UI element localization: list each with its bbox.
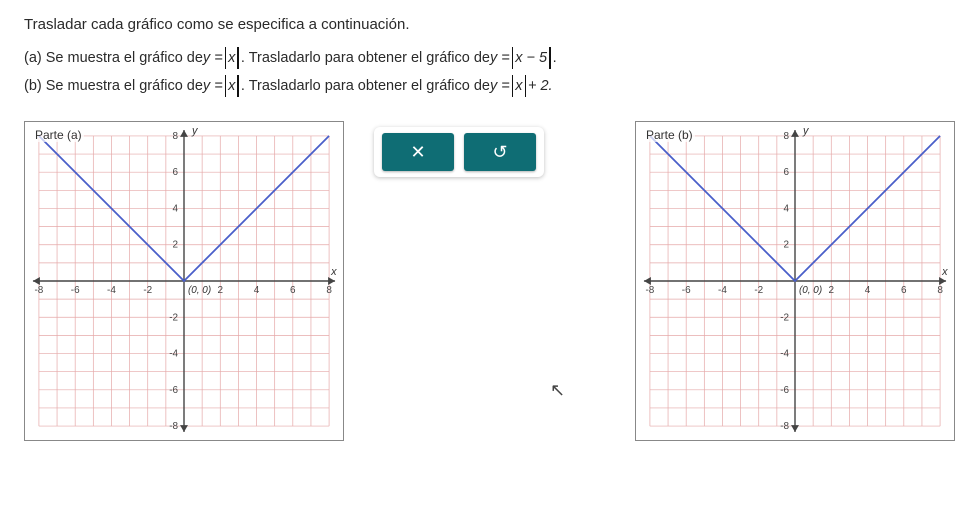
svg-text:8: 8 [784,131,790,142]
svg-text:4: 4 [784,203,790,214]
svg-text:-8: -8 [169,421,178,432]
svg-text:-6: -6 [169,385,178,396]
svg-text:-2: -2 [780,312,789,323]
abs-icon: x [223,75,241,97]
svg-text:2: 2 [218,285,224,296]
svg-text:6: 6 [173,167,179,178]
problem-a: (a) Se muestra el gráfico de y = x . Tra… [24,47,955,69]
svg-text:4: 4 [865,285,871,296]
problem-b-eq2-lhs: y = [490,78,510,94]
intro-text: Trasladar cada gráfico como se especific… [24,16,955,33]
svg-text:y: y [191,125,199,137]
svg-text:4: 4 [173,203,179,214]
problem-b: (b) Se muestra el gráfico de y = x . Tra… [24,75,955,97]
svg-text:-8: -8 [34,285,43,296]
svg-text:-8: -8 [645,285,654,296]
svg-text:-6: -6 [682,285,691,296]
svg-text:-6: -6 [71,285,80,296]
svg-text:-4: -4 [780,349,789,360]
x-icon: ✕ [410,142,425,163]
exercise-container: Trasladar cada gráfico como se especific… [0,0,979,507]
svg-text:-2: -2 [143,285,152,296]
graph-b-label: Parte (b) [644,128,695,142]
graph-a-label: Parte (a) [33,128,84,142]
svg-text:-4: -4 [107,285,116,296]
graph-a[interactable]: Parte (a) -8 -6 -4 -2 2 4 6 8 -8 -6 -4 -2 2 4 6 8 (0, 0)… [24,121,344,441]
svg-text:-2: -2 [169,312,178,323]
problem-a-prefix: (a) Se muestra el gráfico de [24,50,203,66]
abs-icon: x − 5 [510,47,553,69]
abs-icon: x [223,47,241,69]
svg-text:6: 6 [901,285,907,296]
svg-text:(0, 0): (0, 0) [799,285,822,296]
problem-a-suffix: . [553,50,557,66]
abs-icon: x [510,75,528,97]
problem-b-eq2-tail: + 2. [528,78,553,94]
problem-b-mid: . Trasladarlo para obtener el gráfico de [241,78,490,94]
svg-text:2: 2 [173,240,179,251]
svg-text:6: 6 [784,167,790,178]
svg-text:6: 6 [290,285,296,296]
svg-text:8: 8 [173,131,179,142]
problem-b-prefix: (b) Se muestra el gráfico de [24,78,203,94]
problem-a-mid: . Trasladarlo para obtener el gráfico de [241,50,490,66]
reset-button[interactable]: ↺ [464,133,536,171]
svg-text:x: x [941,266,948,278]
svg-text:4: 4 [254,285,260,296]
svg-text:(0, 0): (0, 0) [188,285,211,296]
svg-text:8: 8 [326,285,332,296]
svg-text:-4: -4 [169,349,178,360]
graph-b[interactable]: Parte (b) -8 -6 -4 -2 2 4 6 8 -8 -6 -4 -2 2 4 6 8 (0, 0)… [635,121,955,441]
svg-text:8: 8 [937,285,943,296]
svg-text:-2: -2 [754,285,763,296]
svg-text:y: y [802,125,810,137]
problem-a-eq1-lhs: y = [203,50,223,66]
graph-controls: ✕ ↺ [374,127,544,177]
svg-text:2: 2 [829,285,835,296]
svg-text:-4: -4 [718,285,727,296]
problem-b-eq1-lhs: y = [203,78,223,94]
svg-text:-8: -8 [780,421,789,432]
svg-text:-6: -6 [780,385,789,396]
svg-text:x: x [330,266,337,278]
problem-a-eq2-lhs: y = [490,50,510,66]
undo-icon: ↺ [492,142,507,163]
clear-button[interactable]: ✕ [382,133,454,171]
graphs-row: Parte (a) -8 -6 -4 -2 2 4 6 8 -8 -6 -4 -2 2 4 6 8 (0, 0)… [24,121,955,441]
svg-text:2: 2 [784,240,790,251]
